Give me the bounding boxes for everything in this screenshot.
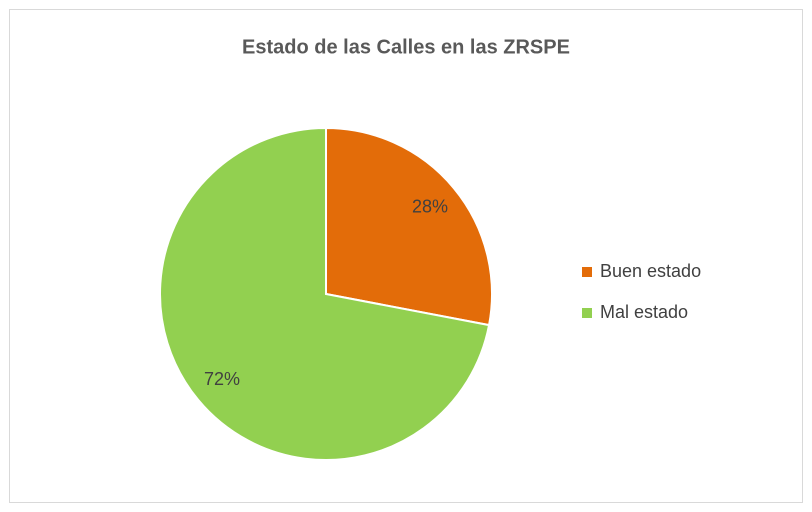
chart-title: Estado de las Calles en las ZRSPE	[242, 36, 570, 58]
pie-slice	[325, 126, 493, 327]
legend-label: Buen estado	[600, 261, 701, 281]
data-label: 28%	[412, 197, 448, 217]
legend-swatch	[582, 308, 592, 318]
pie-slice	[159, 126, 491, 461]
legend-swatch	[582, 267, 592, 277]
legend-label: Mal estado	[600, 302, 688, 322]
data-label: 72%	[204, 369, 240, 389]
